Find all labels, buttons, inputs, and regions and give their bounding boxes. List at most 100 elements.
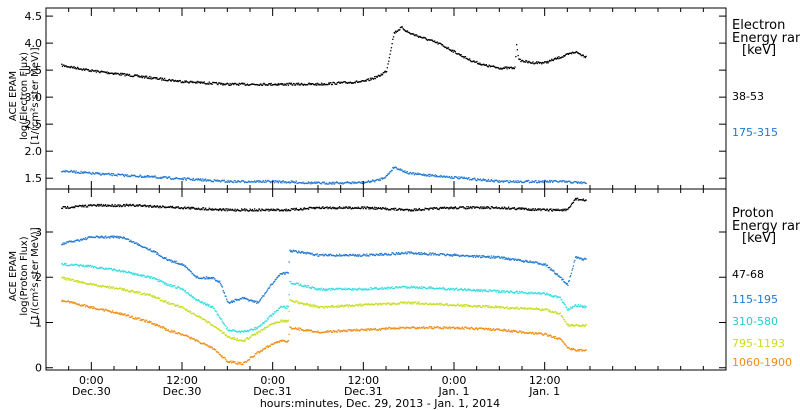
data-point [326, 206, 328, 208]
data-point [102, 70, 104, 73]
data-point [332, 304, 334, 307]
data-point [441, 206, 444, 209]
data-point [548, 210, 550, 212]
data-point [90, 204, 92, 206]
data-point [292, 249, 295, 251]
data-point [153, 323, 155, 325]
data-point [281, 273, 283, 275]
data-point [129, 203, 131, 206]
data-point [464, 288, 467, 291]
data-point [268, 83, 270, 85]
data-point [557, 275, 559, 277]
data-point [184, 178, 187, 180]
data-point [358, 207, 360, 209]
data-point [81, 265, 83, 267]
data-point [186, 266, 188, 269]
data-point [105, 204, 107, 206]
data-point [93, 70, 95, 72]
data-point [154, 324, 156, 327]
data-point [63, 278, 65, 280]
data-point [530, 181, 532, 183]
data-point [138, 274, 141, 277]
data-point [252, 181, 254, 183]
electron-ylabel-line3: [1/(cm²s ster MeV)] [30, 47, 41, 144]
data-point [348, 304, 350, 306]
data-point [431, 303, 433, 305]
data-point [393, 328, 395, 330]
data-point [529, 307, 531, 309]
data-point [452, 206, 454, 209]
data-point [283, 209, 285, 211]
data-point [545, 209, 547, 212]
data-point [250, 356, 252, 358]
data-point [441, 303, 443, 305]
data-point [511, 258, 513, 260]
data-point [194, 81, 196, 83]
data-point [129, 240, 131, 243]
data-point [340, 330, 342, 332]
data-point [81, 239, 83, 241]
data-point [341, 207, 343, 209]
data-point [568, 52, 570, 54]
data-point [287, 181, 289, 184]
data-point [460, 287, 462, 290]
data-point [230, 362, 233, 364]
data-point [102, 173, 105, 175]
data-point [364, 207, 367, 209]
data-point [335, 207, 337, 209]
data-point [237, 180, 239, 182]
data-point [572, 52, 575, 54]
data-point [346, 81, 348, 84]
data-point [292, 327, 295, 330]
data-point [334, 83, 336, 85]
data-point [254, 301, 256, 303]
data-point [291, 181, 293, 183]
data-point [574, 181, 576, 183]
data-point [70, 206, 72, 209]
data-point [298, 303, 300, 305]
data-point [184, 265, 187, 267]
data-point [161, 326, 163, 328]
data-point [215, 208, 217, 210]
data-point [74, 302, 77, 304]
data-point [199, 277, 201, 279]
data-point [556, 296, 559, 298]
data-point [220, 318, 222, 320]
data-point [533, 292, 535, 294]
data-point [310, 305, 313, 307]
data-point [559, 296, 562, 298]
data-point [346, 304, 349, 306]
data-point [359, 254, 361, 256]
data-point [115, 174, 117, 176]
data-point [443, 304, 446, 306]
data-point [220, 180, 223, 182]
data-point [434, 207, 436, 209]
data-point [300, 251, 303, 253]
data-point [143, 204, 146, 206]
data-point [352, 253, 354, 255]
data-point [126, 174, 128, 176]
data-point [87, 69, 89, 71]
data-point [216, 327, 218, 329]
data-point [128, 316, 131, 318]
data-point [231, 361, 233, 363]
data-point [217, 84, 219, 86]
data-point [384, 208, 386, 210]
data-point [317, 84, 319, 86]
data-point [316, 182, 318, 184]
data-point [112, 269, 115, 271]
data-point [504, 207, 506, 209]
data-point [338, 206, 341, 208]
data-point [210, 346, 213, 348]
data-point [411, 287, 413, 289]
data-point [150, 176, 152, 178]
data-point [274, 182, 276, 184]
data-point [101, 173, 103, 175]
data-point [385, 327, 387, 329]
data-point [375, 329, 377, 331]
data-point [386, 328, 388, 330]
data-point [520, 181, 523, 183]
data-point [409, 303, 411, 305]
data-point [302, 285, 305, 288]
data-point [405, 172, 408, 174]
